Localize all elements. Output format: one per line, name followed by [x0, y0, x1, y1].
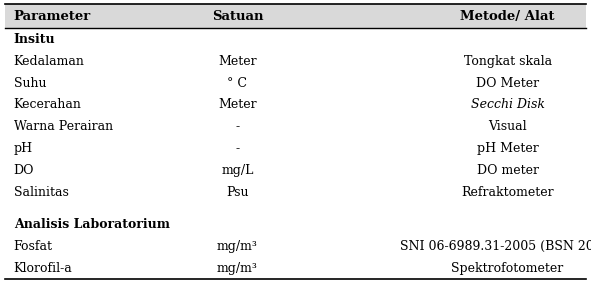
Text: Insitu: Insitu: [14, 33, 56, 46]
Text: Metode/ Alat: Metode/ Alat: [460, 10, 555, 23]
Text: mg/m³: mg/m³: [217, 261, 258, 275]
Text: -: -: [235, 142, 239, 155]
Text: Refraktometer: Refraktometer: [461, 186, 554, 199]
Text: DO: DO: [14, 164, 34, 177]
Text: Suhu: Suhu: [14, 77, 46, 90]
Text: Meter: Meter: [218, 55, 256, 68]
Text: Klorofil-a: Klorofil-a: [14, 261, 73, 275]
Text: pH Meter: pH Meter: [477, 142, 538, 155]
Text: mg/L: mg/L: [221, 164, 254, 177]
Text: Parameter: Parameter: [14, 10, 91, 23]
Bar: [5, 4, 586, 28]
Text: Secchi Disk: Secchi Disk: [470, 98, 544, 112]
Text: mg/m³: mg/m³: [217, 240, 258, 253]
Text: Spektrofotometer: Spektrofotometer: [452, 261, 564, 275]
Text: DO Meter: DO Meter: [476, 77, 539, 90]
Text: SNI 06-6989.31-2005 (BSN 2005): SNI 06-6989.31-2005 (BSN 2005): [400, 240, 591, 253]
Text: Visual: Visual: [488, 120, 527, 133]
Text: ° C: ° C: [228, 77, 248, 90]
Text: Satuan: Satuan: [212, 10, 263, 23]
Text: -: -: [235, 120, 239, 133]
Text: Kecerahan: Kecerahan: [14, 98, 82, 112]
Text: Psu: Psu: [226, 186, 249, 199]
Text: Meter: Meter: [218, 98, 256, 112]
Text: DO meter: DO meter: [476, 164, 538, 177]
Text: Analisis Laboratorium: Analisis Laboratorium: [14, 218, 170, 231]
Text: Salinitas: Salinitas: [14, 186, 69, 199]
Text: Fosfat: Fosfat: [14, 240, 53, 253]
Text: Tongkat skala: Tongkat skala: [463, 55, 551, 68]
Text: Kedalaman: Kedalaman: [14, 55, 85, 68]
Text: Warna Perairan: Warna Perairan: [14, 120, 113, 133]
Text: pH: pH: [14, 142, 33, 155]
